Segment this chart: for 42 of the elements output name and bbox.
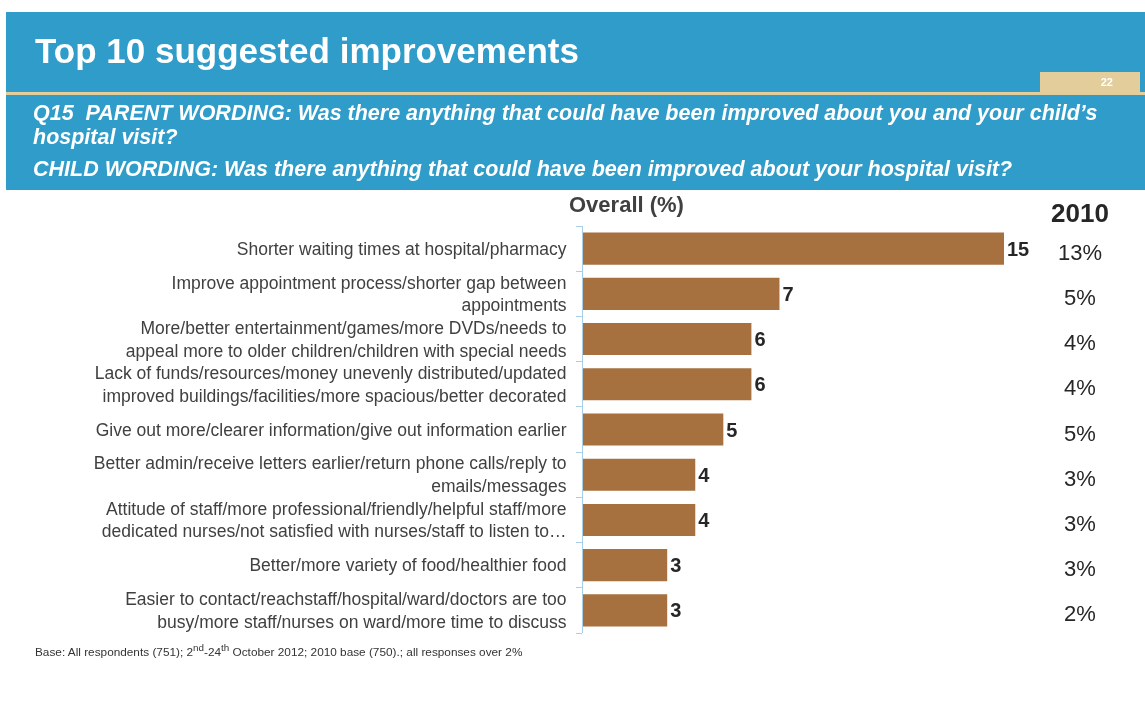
y-tick-label: Give out more/clearer information/give out information earlier (95, 419, 567, 440)
y-tick-label: Easier to contact/reachstaff/hospital/ward/doctors are too busy/more staff/nurses on ward/more time to discuss (125, 589, 567, 632)
bar (583, 277, 780, 310)
text: 4% (1063, 375, 1097, 402)
data-label: 3 (670, 599, 682, 622)
y-tick-label: Shorter waiting times at hospital/pharmacy (236, 238, 567, 259)
y-tick-label: Improve appointment process/shorter gap between appointments (171, 272, 567, 316)
chart-subtitle: Q15 PARENT WORDING: Was there anything that could have been improved about you and your child’s hospital visit? CHILD WORDING: Was there anything that could have been improved about your hospital visit? (33, 101, 1099, 181)
bar (583, 503, 696, 536)
text: 3% (1063, 510, 1097, 537)
bar (583, 458, 696, 491)
text: Base: All respondents (751); 2$^{nd}$-24$^{th}$ October 2012; 2010 base (750).; all responses over 2% (35, 642, 523, 659)
bar (583, 323, 752, 356)
chart-title: Top 10 suggested improvements (35, 30, 579, 72)
data-label: 4 (698, 508, 711, 531)
text: 3% (1063, 556, 1097, 583)
text: 3% (1063, 465, 1097, 492)
text: 13% (1056, 239, 1103, 266)
data-label: 7 (782, 282, 794, 305)
data-label: 3 (670, 554, 682, 577)
y-tick-label: More/better entertainment/games/more DVDs/needs to appeal more to older children/children with special needs (125, 317, 567, 361)
y-tick-label: Better admin/receive letters earlier/return phone calls/reply to emails/messages (93, 453, 567, 497)
data-label: 6 (754, 373, 766, 396)
x-axis-title: Overall (%) (569, 192, 684, 217)
bar (583, 232, 1004, 265)
bar (583, 413, 724, 446)
bar (583, 368, 752, 401)
data-label: 15 (1007, 237, 1030, 260)
text: 5% (1063, 420, 1097, 447)
bar (583, 549, 668, 582)
text: 2010 (1050, 197, 1110, 229)
text: 2% (1063, 601, 1097, 628)
text: 4% (1063, 330, 1097, 357)
data-label: 4 (698, 463, 711, 486)
page-tab: 22 (1040, 72, 1140, 92)
data-label: 6 (754, 328, 766, 351)
data-label: 5 (726, 418, 738, 441)
y-tick-label: Lack of funds/resources/money unevenly distributed/updated improved buildings/facilities/more spacious/better decorated (94, 363, 567, 406)
bar (583, 594, 668, 627)
text: 5% (1063, 284, 1097, 311)
y-tick-label: Attitude of staff/more professional/friendly/helpful staff/more dedicated nurses/not satisfied with nurses/staff to listen to… (101, 498, 567, 542)
y-tick-label: Better/more variety of food/healthier food (249, 555, 567, 576)
